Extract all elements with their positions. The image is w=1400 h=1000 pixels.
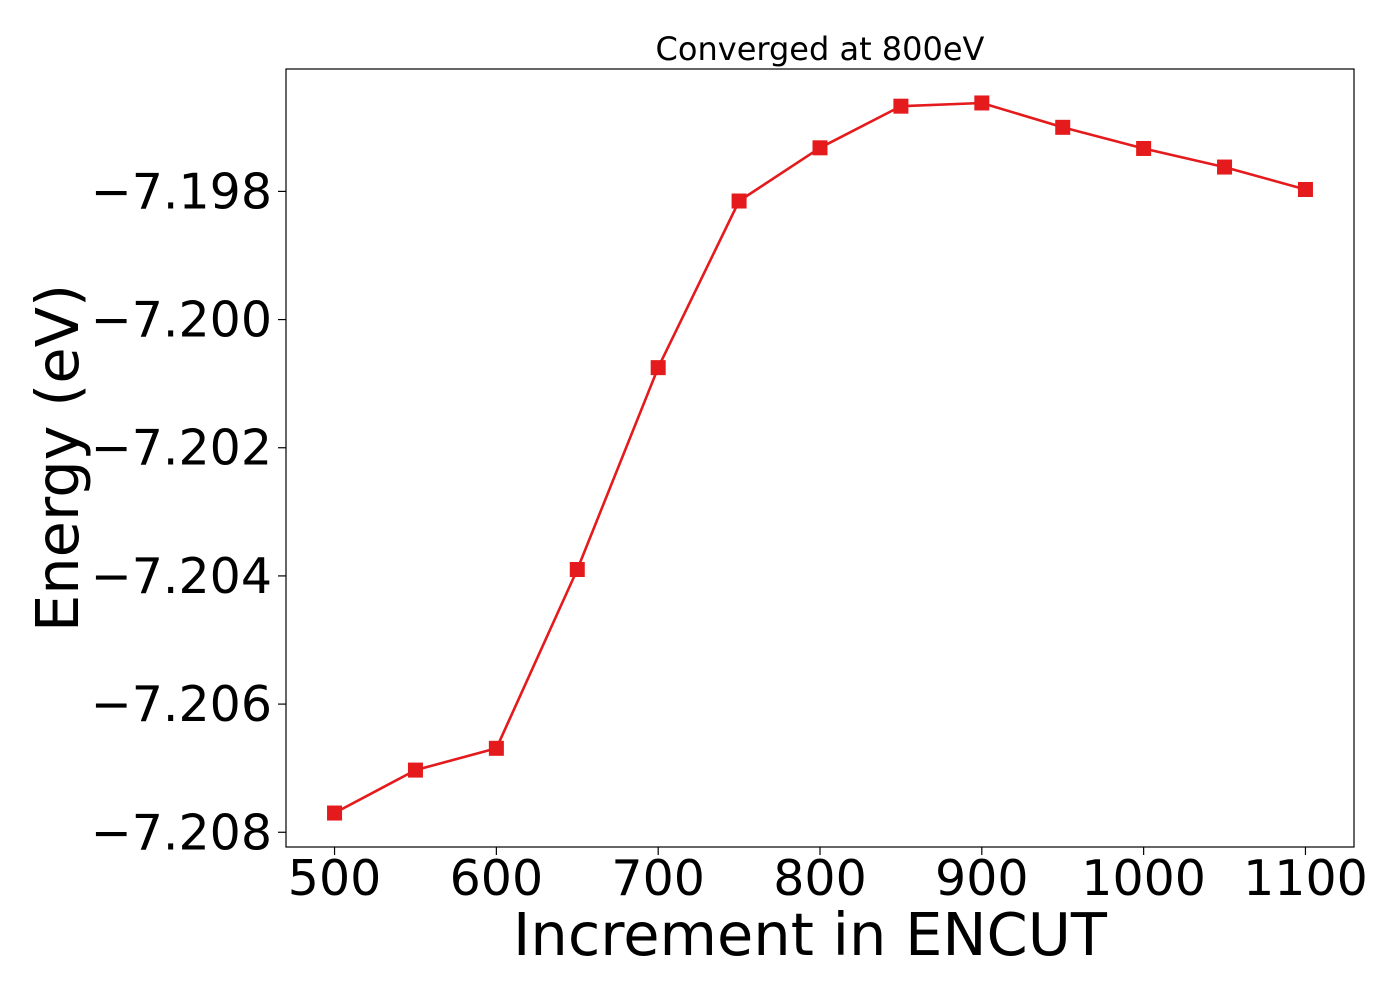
x-tick-label: 600: [450, 850, 544, 907]
series-layer: [327, 95, 1313, 821]
y-tick-label: −7.198: [91, 163, 272, 220]
x-tick-label: 900: [935, 850, 1029, 907]
data-point-marker: [812, 140, 828, 156]
data-point-marker: [407, 762, 423, 778]
data-point-marker: [974, 95, 990, 111]
data-point-marker: [569, 562, 585, 578]
x-axis-ticks: 500 600 700 800 900 1000 1100: [288, 847, 1368, 907]
data-point-marker: [488, 740, 504, 756]
y-tick-label: −7.208: [91, 804, 272, 861]
x-tick-label: 1100: [1243, 850, 1368, 907]
x-axis-label: Increment in ENCUT: [513, 900, 1108, 969]
plot-frame: [285, 68, 1355, 848]
data-point-marker: [650, 360, 666, 376]
x-tick-label: 800: [773, 850, 867, 907]
y-tick-label: −7.200: [91, 292, 272, 349]
data-point-marker: [1136, 140, 1152, 156]
y-tick-label: −7.202: [91, 420, 272, 477]
data-point-marker: [1055, 119, 1071, 135]
x-tick-label: 700: [611, 850, 705, 907]
x-tick-label: 500: [288, 850, 382, 907]
x-tick-label: 1000: [1081, 850, 1206, 907]
data-point-marker: [327, 805, 343, 821]
data-point-marker: [731, 193, 747, 209]
y-tick-label: −7.204: [91, 548, 272, 605]
chart-title: Converged at 800eV: [656, 30, 985, 68]
data-point-marker: [893, 98, 909, 114]
data-point-marker: [1297, 181, 1313, 197]
y-axis-ticks: −7.198 −7.200 −7.202 −7.204 −7.206 −7.208: [91, 163, 286, 861]
y-tick-label: −7.206: [91, 676, 272, 733]
y-axis-label: Energy (eV): [23, 284, 92, 632]
data-point-marker: [1217, 159, 1233, 175]
